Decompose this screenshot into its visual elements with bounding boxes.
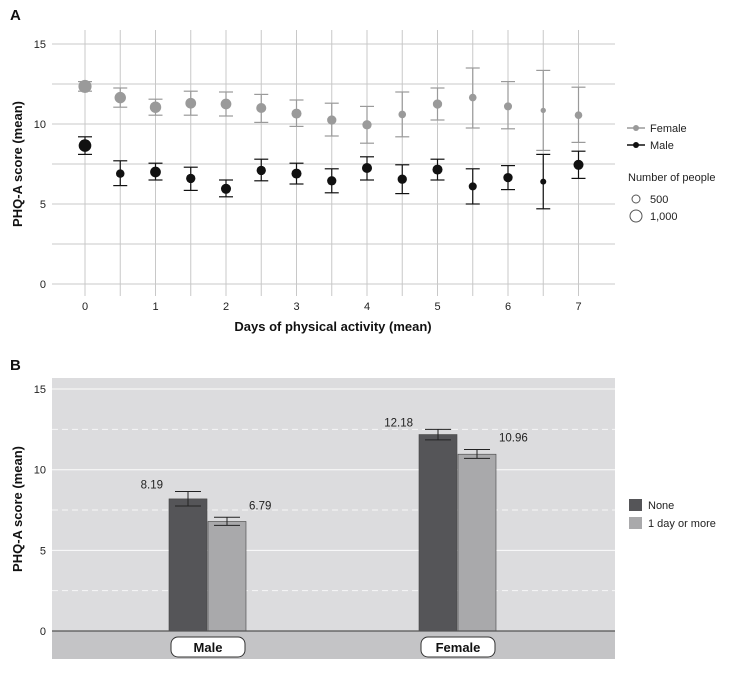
- panel-a-y-tick-label: 15: [34, 39, 46, 51]
- panel-b-grid: [52, 388, 615, 592]
- female-point: [574, 111, 583, 119]
- panel-b-background: [52, 378, 615, 659]
- female-point: [220, 98, 232, 110]
- bar-data-label: 6.79: [249, 500, 271, 512]
- bar-data-label: 8.19: [141, 479, 163, 491]
- female-point: [149, 101, 162, 113]
- legend-size-title: Number of people: [628, 172, 715, 184]
- male-point: [540, 178, 547, 185]
- male-point: [291, 168, 302, 179]
- male-point: [432, 164, 443, 175]
- panel-a-x-tick-label: 2: [223, 301, 229, 313]
- female-point: [291, 108, 302, 119]
- panel-a-x-axis-title: Days of physical activity (mean): [234, 319, 431, 334]
- male-point: [573, 159, 584, 170]
- female-point: [114, 91, 126, 104]
- male-point: [220, 183, 232, 194]
- male-point: [116, 169, 125, 178]
- panel-b-bars: 8.19 6.79 12.18 10.96: [141, 417, 528, 632]
- panel-a-legend: Female Male Number of people 500 1,000: [627, 123, 715, 223]
- panel-a-y-tick-label: 0: [40, 279, 46, 291]
- group-label-male: Male: [170, 636, 246, 658]
- group-label-male-box: [170, 636, 246, 658]
- panel-a-letter: A: [10, 7, 21, 24]
- bar-male-one-or-more: [207, 521, 247, 632]
- panel-a-x-ticks: 0 1 2 3 4 5 6 7: [82, 301, 582, 313]
- group-label-female-box: [420, 636, 496, 658]
- group-label-female-text: Female: [436, 640, 481, 655]
- female-point: [503, 102, 513, 111]
- panel-b-baseline-band: [52, 631, 615, 659]
- panel-a-y-axis-title: PHQ-A score (mean): [10, 101, 25, 227]
- female-point: [468, 93, 477, 102]
- panel-a-x-tick-label: 4: [364, 301, 370, 313]
- male-point: [361, 162, 373, 174]
- panel-a-x-tick-label: 6: [505, 301, 511, 313]
- legend-female-marker: [633, 125, 639, 131]
- male-point: [150, 166, 161, 178]
- group-label-female: Female: [420, 636, 496, 658]
- male-point: [256, 165, 266, 176]
- panel-a-x-tick-label: 5: [434, 301, 440, 313]
- panel-a-chart: A 0 5 10 15 0 1 2 3 4 5 6 7 PHQ-A score (mean) Day…: [10, 7, 715, 334]
- panel-a-grid: [52, 30, 615, 296]
- male-point: [186, 173, 196, 184]
- bar-male-none: [168, 498, 208, 632]
- legend-more-label: 1 day or more: [648, 518, 716, 530]
- panel-a-y-tick-label: 10: [34, 119, 46, 131]
- bar-female-one-or-more: [457, 453, 497, 632]
- panel-b-y-tick-label: 0: [40, 626, 46, 638]
- panel-b-letter: B: [10, 357, 21, 374]
- female-point: [185, 97, 197, 109]
- legend-none-swatch: [629, 499, 642, 511]
- panel-b-legend: None 1 day or more: [629, 499, 716, 530]
- legend-size-large-label: 1,000: [650, 211, 678, 223]
- panel-b-y-axis-title: PHQ-A score (mean): [10, 446, 25, 572]
- panel-a-x-tick-label: 1: [152, 301, 158, 313]
- panel-a-y-tick-label: 5: [40, 199, 46, 211]
- group-label-male-text: Male: [194, 640, 223, 655]
- legend-size-large-marker: [629, 209, 643, 223]
- legend-male-label: Male: [650, 140, 674, 152]
- bar-data-label: 12.18: [384, 417, 413, 429]
- legend-size-small-label: 500: [650, 194, 668, 206]
- male-point: [468, 182, 477, 191]
- female-point: [540, 107, 546, 114]
- male-point: [503, 172, 513, 183]
- female-point: [398, 110, 407, 119]
- panel-a-x-tick-label: 7: [575, 301, 581, 313]
- panel-a-x-tick-label: 0: [82, 301, 88, 313]
- female-point: [327, 115, 337, 125]
- female-point: [256, 102, 267, 114]
- female-point: [78, 79, 92, 93]
- legend-more-swatch: [629, 517, 642, 529]
- series-female: [78, 67, 586, 151]
- series-male: [78, 136, 586, 210]
- panel-b-y-ticks: 0 5 10 15: [34, 384, 46, 638]
- male-point: [327, 176, 337, 186]
- bar-female-none: [418, 434, 458, 632]
- panel-a-x-tick-label: 3: [293, 301, 299, 313]
- male-point: [397, 174, 407, 184]
- panel-a-y-ticks: 0 5 10 15: [34, 39, 46, 291]
- legend-size-small-marker: [631, 194, 641, 204]
- panel-b-y-tick-label: 5: [40, 545, 46, 557]
- female-point: [432, 99, 443, 109]
- bar-data-label: 10.96: [499, 433, 528, 445]
- legend-male-marker: [633, 142, 639, 148]
- panel-b-y-tick-label: 10: [34, 465, 46, 477]
- legend-none-label: None: [648, 500, 674, 512]
- female-point: [362, 120, 372, 130]
- male-point: [78, 139, 92, 152]
- legend-female-label: Female: [650, 123, 687, 135]
- panel-b-y-tick-label: 15: [34, 384, 46, 396]
- panel-a-plot-area: [52, 30, 615, 296]
